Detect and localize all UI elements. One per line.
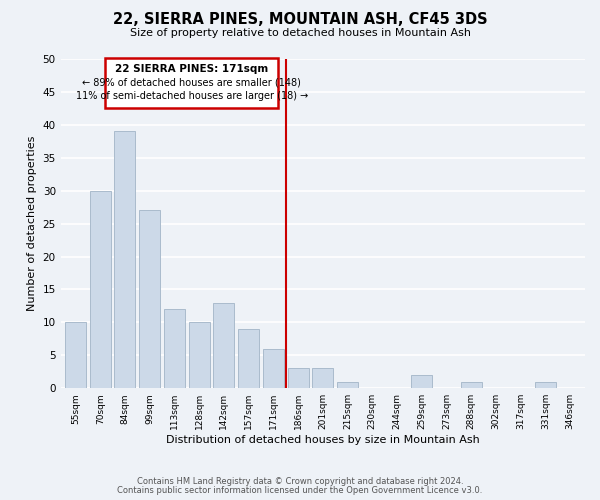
Bar bbox=[214, 302, 235, 388]
X-axis label: Distribution of detached houses by size in Mountain Ash: Distribution of detached houses by size … bbox=[166, 435, 480, 445]
Y-axis label: Number of detached properties: Number of detached properties bbox=[27, 136, 37, 312]
Bar bbox=[139, 210, 160, 388]
FancyBboxPatch shape bbox=[105, 58, 278, 108]
Bar bbox=[90, 190, 111, 388]
Text: ← 89% of detached houses are smaller (148): ← 89% of detached houses are smaller (14… bbox=[82, 78, 301, 88]
Text: Contains HM Land Registry data © Crown copyright and database right 2024.: Contains HM Land Registry data © Crown c… bbox=[137, 477, 463, 486]
Bar bbox=[411, 375, 432, 388]
Bar bbox=[287, 368, 308, 388]
Bar bbox=[535, 382, 556, 388]
Bar bbox=[337, 382, 358, 388]
Bar bbox=[238, 329, 259, 388]
Text: 11% of semi-detached houses are larger (18) →: 11% of semi-detached houses are larger (… bbox=[76, 90, 308, 101]
Bar bbox=[263, 348, 284, 388]
Bar bbox=[313, 368, 334, 388]
Bar bbox=[461, 382, 482, 388]
Bar bbox=[65, 322, 86, 388]
Bar bbox=[188, 322, 209, 388]
Text: 22 SIERRA PINES: 171sqm: 22 SIERRA PINES: 171sqm bbox=[115, 64, 268, 74]
Bar bbox=[164, 309, 185, 388]
Text: Size of property relative to detached houses in Mountain Ash: Size of property relative to detached ho… bbox=[130, 28, 470, 38]
Text: Contains public sector information licensed under the Open Government Licence v3: Contains public sector information licen… bbox=[118, 486, 482, 495]
Text: 22, SIERRA PINES, MOUNTAIN ASH, CF45 3DS: 22, SIERRA PINES, MOUNTAIN ASH, CF45 3DS bbox=[113, 12, 487, 28]
Bar bbox=[115, 132, 136, 388]
